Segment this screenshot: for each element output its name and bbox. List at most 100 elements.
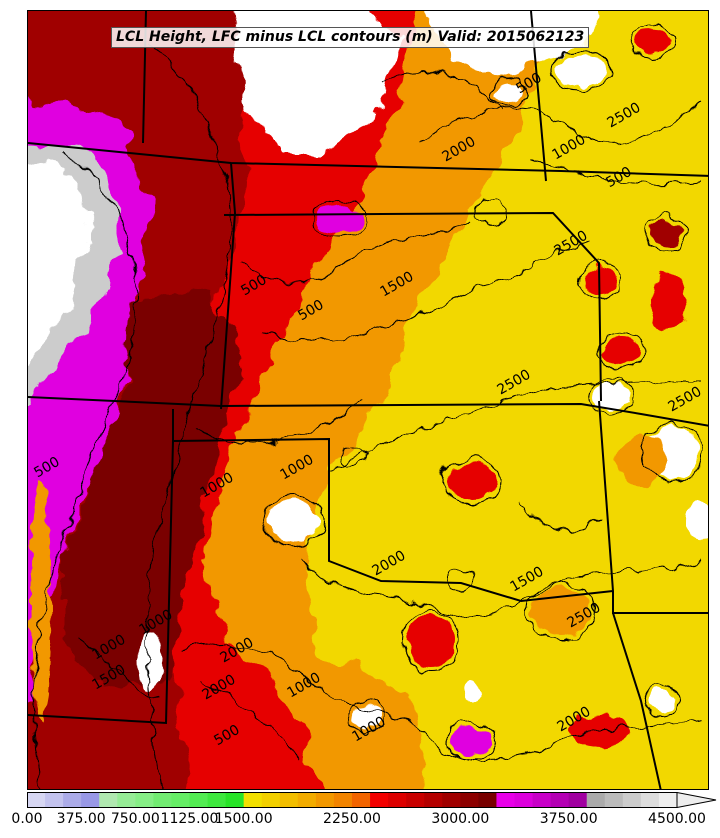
- colorbar-segment: [117, 792, 136, 808]
- field-blob: [445, 463, 497, 499]
- colorbar-segment: [225, 792, 245, 808]
- contour-line: [380, 70, 502, 112]
- colorbar-tick-label: 3000.00: [431, 811, 490, 827]
- contour-line: [146, 40, 231, 789]
- lfc-lcl-contours: [32, 24, 704, 789]
- field-blob: [650, 219, 682, 247]
- contour-line: [260, 240, 592, 343]
- colorbar-segment: [207, 792, 227, 808]
- colorbar-tick-label: 1125.00: [160, 811, 219, 827]
- colorbar-segment: [496, 792, 515, 808]
- colorbar-segment: [424, 792, 443, 808]
- map-title: LCL Height, LFC minus LCL contours (m) V…: [111, 27, 590, 48]
- colorbar-segment: [352, 792, 371, 808]
- contour-loop: [474, 198, 508, 224]
- boundary-line: [28, 396, 708, 427]
- boundary-line: [612, 612, 662, 789]
- field-blob: [139, 631, 163, 691]
- contour-loop: [446, 568, 476, 594]
- boundary-line: [172, 437, 614, 603]
- contour-line: [240, 220, 472, 284]
- colorbar-segment: [478, 792, 497, 808]
- colorbar-segment: [550, 792, 570, 808]
- contour-line: [32, 150, 138, 789]
- field-blob: [91, 222, 111, 250]
- map-panel: 1000 2500 2000 500 2500 1500 500 500 2500 2500 500…: [27, 10, 709, 790]
- contour-loop: [642, 684, 680, 718]
- colorbar-segment: [45, 792, 64, 808]
- contour-loop: [490, 78, 528, 108]
- colorbar-segment: [388, 792, 407, 808]
- field-blob: [687, 501, 708, 541]
- field-blob: [352, 704, 380, 728]
- colorbar-tick-label: 0.00: [11, 811, 43, 827]
- colorbar-segment: [279, 792, 299, 808]
- colorbar-segment: [460, 792, 479, 808]
- contour-line: [300, 560, 702, 619]
- colorbar-segments: [27, 792, 678, 808]
- boundary-line: [223, 211, 602, 402]
- colorbar-tick-label: 375.00: [56, 811, 106, 827]
- field-blob: [651, 273, 687, 329]
- contour-line: [200, 680, 302, 762]
- contour-line: [530, 160, 702, 185]
- colorbar-segment: [189, 792, 208, 808]
- colorbar-segment: [27, 792, 46, 808]
- field-blob: [267, 499, 319, 543]
- field-blob: [633, 29, 669, 53]
- colorbar-segment: [406, 792, 425, 808]
- boundary-line: [28, 409, 174, 725]
- field-blob: [317, 205, 361, 233]
- colorbar-segment: [333, 792, 353, 808]
- colorbar-outline: [27, 792, 678, 808]
- boundary-line: [220, 162, 237, 410]
- contour-loop: [446, 722, 496, 760]
- contour-loop: [642, 422, 704, 484]
- colorbar-tick-label: 3750.00: [539, 811, 598, 827]
- colorbar-segment: [532, 792, 552, 808]
- colorbar-segment: [153, 792, 172, 808]
- field-blob: [571, 715, 631, 747]
- colorbar-tick-label: 4500.00: [648, 811, 706, 827]
- colorbar-segment: [63, 792, 82, 808]
- contour-loop: [588, 377, 634, 415]
- contour-line: [80, 640, 162, 702]
- colorbar: [27, 792, 717, 808]
- colorbar-tick-label: 1500.00: [214, 811, 273, 827]
- colorbar-segment: [658, 792, 678, 808]
- colorbar-segment: [622, 792, 642, 808]
- field-blob: [603, 337, 639, 365]
- boundary-line: [28, 142, 708, 177]
- colorbar-segment: [81, 792, 100, 808]
- colorbar-extend-arrow: [676, 792, 717, 808]
- field-blob: [647, 689, 675, 713]
- colorbar-segment: [370, 792, 389, 808]
- contour-line: [180, 644, 702, 761]
- field-blob: [405, 615, 457, 667]
- contour-loop: [526, 582, 596, 640]
- contour-loop: [338, 445, 368, 467]
- colorbar-tick-label: 750.00: [110, 811, 160, 827]
- field-blob: [495, 83, 523, 103]
- colorbar-segment: [243, 792, 263, 808]
- contour-line: [520, 500, 602, 532]
- colorbar-segment: [568, 792, 588, 808]
- contour-loop: [262, 494, 324, 548]
- colorbar-segment: [604, 792, 624, 808]
- colorbar-segment: [261, 792, 281, 808]
- contour-line: [200, 400, 362, 444]
- field-blob: [585, 267, 617, 295]
- field-blob: [617, 435, 665, 487]
- contour-loop: [400, 610, 462, 672]
- contour-loop: [347, 699, 385, 733]
- colorbar-segment: [99, 792, 118, 808]
- map-canvas: 1000250020005002500150050050025002500500…: [28, 11, 708, 789]
- colorbar-segment: [442, 792, 461, 808]
- contour-line: [330, 380, 702, 472]
- colorbar-segment: [171, 792, 190, 808]
- contour-loop: [312, 200, 366, 238]
- contour-loop: [440, 458, 502, 504]
- colorbar-segment: [514, 792, 533, 808]
- contour-loop: [628, 24, 674, 58]
- colorbar-tick-label: 2250.00: [323, 811, 381, 827]
